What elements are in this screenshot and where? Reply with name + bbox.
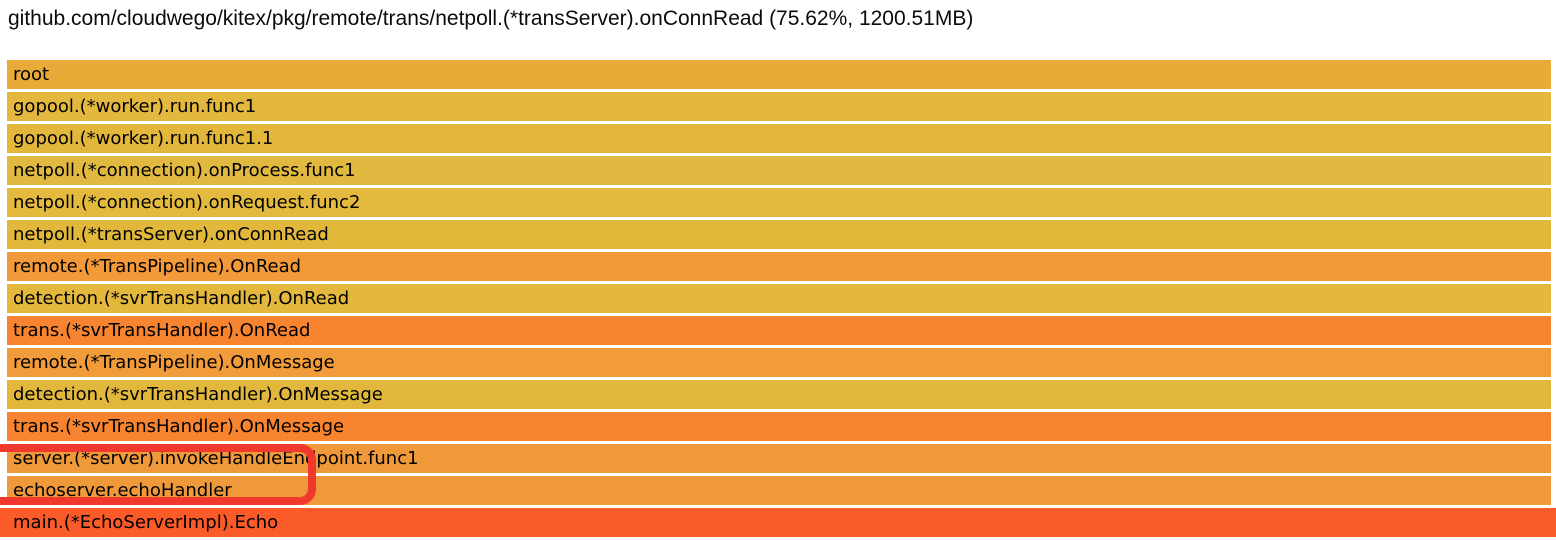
flame-frame-label: main.(*EchoServerImpl).Echo bbox=[13, 512, 279, 533]
flame-frame[interactable]: echoserver.echoHandler bbox=[7, 476, 1551, 505]
page-title: github.com/cloudwego/kitex/pkg/remote/tr… bbox=[8, 7, 974, 30]
flame-frame[interactable]: netpoll.(*connection).onRequest.func2 bbox=[7, 188, 1551, 217]
flame-frame-label: server.(*server).invokeHandleEndpoint.fu… bbox=[13, 448, 419, 469]
flamegraph: root gopool.(*worker).run.func1 gopool.(*w… bbox=[0, 60, 1556, 540]
flame-frame[interactable]: remote.(*TransPipeline).OnRead bbox=[7, 252, 1551, 281]
flame-frame[interactable]: detection.(*svrTransHandler).OnRead bbox=[7, 284, 1551, 313]
flame-frame[interactable]: server.(*server).invokeHandleEndpoint.fu… bbox=[7, 444, 1551, 473]
flame-frame-label: trans.(*svrTransHandler).OnMessage bbox=[13, 416, 345, 437]
flame-frame-label: remote.(*TransPipeline).OnRead bbox=[13, 256, 302, 277]
flame-frame[interactable]: trans.(*svrTransHandler).OnRead bbox=[7, 316, 1551, 345]
flame-frame-label: netpoll.(*connection).onProcess.func1 bbox=[13, 160, 356, 181]
flame-frame[interactable]: main.(*EchoServerImpl).Echo bbox=[0, 508, 1556, 537]
flame-frame-label: echoserver.echoHandler bbox=[13, 480, 232, 501]
flame-frame[interactable]: netpoll.(*connection).onProcess.func1 bbox=[7, 156, 1551, 185]
flame-frame-label: remote.(*TransPipeline).OnMessage bbox=[13, 352, 335, 373]
flame-frame[interactable]: root bbox=[7, 60, 1551, 89]
flame-frame-label: trans.(*svrTransHandler).OnRead bbox=[13, 320, 311, 341]
flame-frame-label: gopool.(*worker).run.func1 bbox=[13, 96, 257, 117]
flame-frame-label: root bbox=[13, 64, 50, 85]
flame-frame[interactable]: netpoll.(*transServer).onConnRead bbox=[7, 220, 1551, 249]
flame-frame[interactable]: remote.(*TransPipeline).OnMessage bbox=[7, 348, 1551, 377]
flame-frame-label: detection.(*svrTransHandler).OnRead bbox=[13, 288, 350, 309]
flame-frame[interactable]: gopool.(*worker).run.func1 bbox=[7, 92, 1551, 121]
flame-frame[interactable]: detection.(*svrTransHandler).OnMessage bbox=[7, 380, 1551, 409]
flame-frame-label: netpoll.(*connection).onRequest.func2 bbox=[13, 192, 361, 213]
flame-frame[interactable]: trans.(*svrTransHandler).OnMessage bbox=[7, 412, 1551, 441]
flame-frame-label: netpoll.(*transServer).onConnRead bbox=[13, 224, 329, 245]
flame-frame-label: detection.(*svrTransHandler).OnMessage bbox=[13, 384, 383, 405]
flame-frame-label: gopool.(*worker).run.func1.1 bbox=[13, 128, 274, 149]
flame-frame[interactable]: gopool.(*worker).run.func1.1 bbox=[7, 124, 1551, 153]
